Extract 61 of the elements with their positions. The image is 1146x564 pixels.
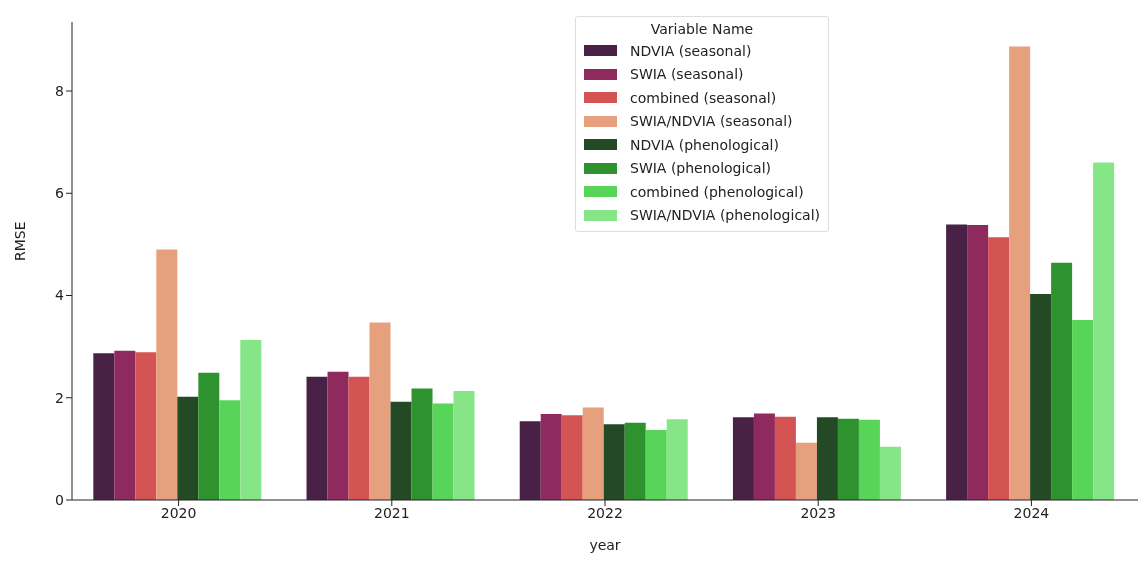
bar (156, 249, 178, 500)
bar (561, 415, 583, 500)
bar (858, 419, 880, 500)
bar (432, 403, 454, 500)
bar (348, 376, 370, 500)
bar (1093, 162, 1115, 500)
bar (946, 224, 968, 500)
bar (582, 407, 604, 500)
bar (837, 418, 859, 500)
bar (645, 429, 667, 500)
legend-title: Variable Name (649, 21, 755, 37)
y-tick-label: 8 (55, 82, 64, 99)
legend-label: SWIA/NDVIA (phenological) (630, 207, 821, 224)
bar (732, 417, 754, 500)
bar (540, 414, 562, 500)
bar (795, 442, 817, 500)
bar (198, 372, 220, 500)
bar (988, 237, 1010, 500)
legend-label: SWIA (phenological) (630, 160, 772, 177)
bar (240, 339, 262, 500)
legend-label: combined (phenological) (630, 183, 804, 200)
x-tick-label: 2024 (1013, 504, 1050, 521)
bar (774, 416, 796, 500)
y-tick-label: 0 (55, 491, 64, 508)
bar (816, 417, 838, 500)
bar (879, 446, 901, 500)
x-tick-label: 2020 (160, 504, 197, 521)
bar (624, 422, 646, 500)
x-tick-label: 2021 (373, 504, 410, 521)
bar (1051, 262, 1073, 500)
bar (411, 388, 433, 500)
x-tick-label: 2023 (800, 504, 837, 521)
legend-label: NDVIA (phenological) (630, 136, 779, 153)
legend-label: NDVIA (seasonal) (630, 42, 752, 59)
bar (453, 391, 475, 500)
bar (93, 353, 115, 500)
bar (369, 322, 391, 500)
bar (219, 400, 241, 500)
bar (327, 371, 349, 500)
bar (519, 421, 541, 500)
bar (753, 413, 775, 500)
legend-label: SWIA (seasonal) (630, 66, 744, 83)
bar (114, 350, 136, 500)
bar (666, 419, 688, 500)
bar (177, 396, 199, 500)
bar (390, 401, 412, 500)
y-axis-title: RMSE (11, 221, 28, 261)
x-axis-title: year (589, 537, 621, 553)
bar (1030, 293, 1052, 500)
legend-label: SWIA/NDVIA (seasonal) (630, 113, 793, 130)
bar (603, 424, 625, 500)
y-tick-label: 2 (55, 389, 64, 406)
y-tick-label: 4 (55, 287, 65, 304)
bar (135, 352, 157, 500)
x-tick-label: 2022 (587, 504, 623, 521)
bar (1072, 320, 1094, 500)
legend-label: combined (seasonal) (630, 89, 777, 106)
y-tick-label: 6 (55, 185, 65, 202)
bar (306, 376, 328, 500)
bar (967, 224, 989, 500)
bar (1009, 46, 1031, 500)
